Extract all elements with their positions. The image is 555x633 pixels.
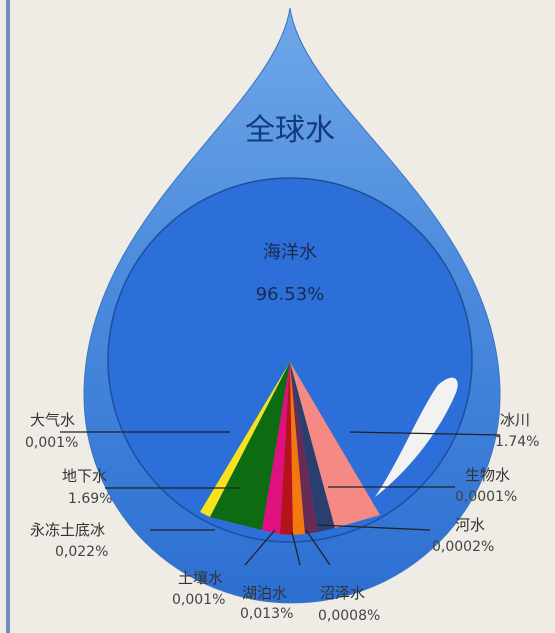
item-name: 沼泽水 [320,584,365,602]
item-name: 土壤水 [178,569,223,587]
item-value: 0,022% [55,544,108,560]
glacier-shape [375,377,458,497]
item-value: 0,001% [25,435,78,451]
wedge-atmosphere [200,362,290,517]
item-name: 冰川 [500,411,530,429]
wedge-soil [262,362,290,534]
labels: 大气水 0,001% 地下水 1.69% 永冻土底冰 0,022% 土壤水 0,… [25,411,539,624]
item-value: 1.69% [68,491,112,507]
item-value: 0,0008% [318,608,380,624]
leader [349,431,501,436]
leader [244,529,276,566]
item-name: 湖泊水 [242,584,287,602]
item-value: 1.74% [495,434,539,450]
leader-lines [60,431,501,566]
leader [317,524,431,531]
leader [305,529,331,566]
title: 全球水 [245,113,335,148]
wedge-lake [280,362,293,535]
item-value: 0,0001% [455,489,517,505]
item-value: 0,0002% [432,539,494,555]
item-name: 地下水 [62,467,107,485]
wedge-river [290,362,318,534]
leader [291,531,301,566]
item-name: 大气水 [30,411,75,429]
wedge-swamp [290,362,305,535]
item-value: 0,001% [172,592,225,608]
ocean-circle [107,177,473,543]
ocean-name: 海洋水 [263,242,317,263]
item-value: 0,013% [240,606,293,622]
item-name: 河水 [455,516,485,534]
wedge-bio [290,362,335,532]
border [6,0,10,633]
item-name: 生物水 [465,466,510,484]
ocean-value: 96.53% [256,284,325,305]
item-name: 永冻土底冰 [30,521,105,539]
